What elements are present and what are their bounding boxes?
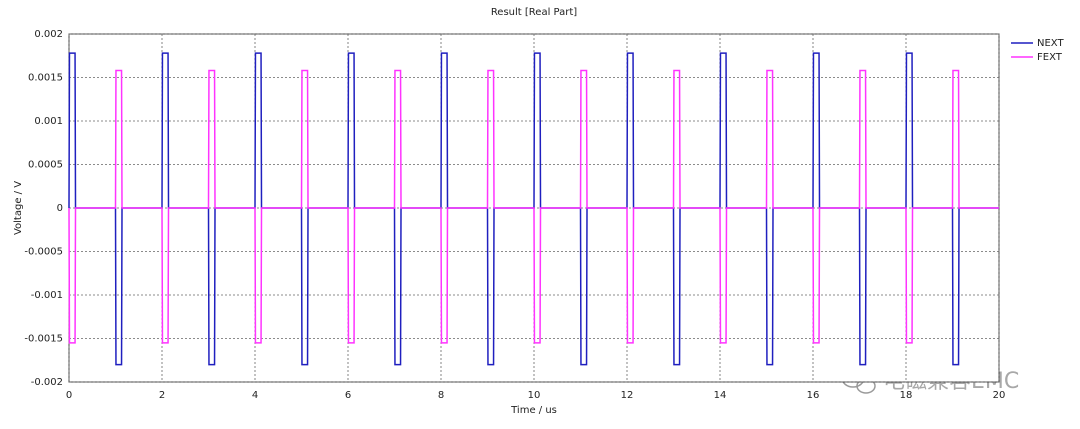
y-tick-label: -0.001 bbox=[31, 290, 63, 301]
x-tick-label: 16 bbox=[807, 390, 820, 401]
legend-label: FEXT bbox=[1037, 52, 1063, 63]
x-axis-label: Time / us bbox=[510, 405, 557, 416]
y-axis-label: Voltage / V bbox=[13, 181, 24, 235]
legend-label: NEXT bbox=[1037, 38, 1064, 49]
x-tick-label: 0 bbox=[66, 390, 72, 401]
x-tick-label: 8 bbox=[438, 390, 444, 401]
y-tick-label: -0.0015 bbox=[24, 334, 63, 345]
y-tick-label: 0 bbox=[57, 203, 63, 214]
x-tick-label: 2 bbox=[159, 390, 165, 401]
x-tick-label: 10 bbox=[528, 390, 541, 401]
x-tick-label: 4 bbox=[252, 390, 258, 401]
x-tick-label: 20 bbox=[993, 390, 1006, 401]
y-tick-label: 0.0005 bbox=[28, 160, 63, 171]
y-tick-label: 0.001 bbox=[34, 116, 63, 127]
y-tick-label: 0.0015 bbox=[28, 73, 63, 84]
y-tick-label: -0.0005 bbox=[24, 247, 63, 258]
x-tick-label: 12 bbox=[621, 390, 634, 401]
x-tick-label: 14 bbox=[714, 390, 727, 401]
x-tick-label: 18 bbox=[900, 390, 913, 401]
chart-title: Result [Real Part] bbox=[491, 7, 577, 18]
series-line bbox=[68, 69, 999, 344]
y-tick-label: -0.002 bbox=[31, 377, 63, 388]
y-tick-label: 0.002 bbox=[34, 29, 63, 40]
x-tick-label: 6 bbox=[345, 390, 351, 401]
